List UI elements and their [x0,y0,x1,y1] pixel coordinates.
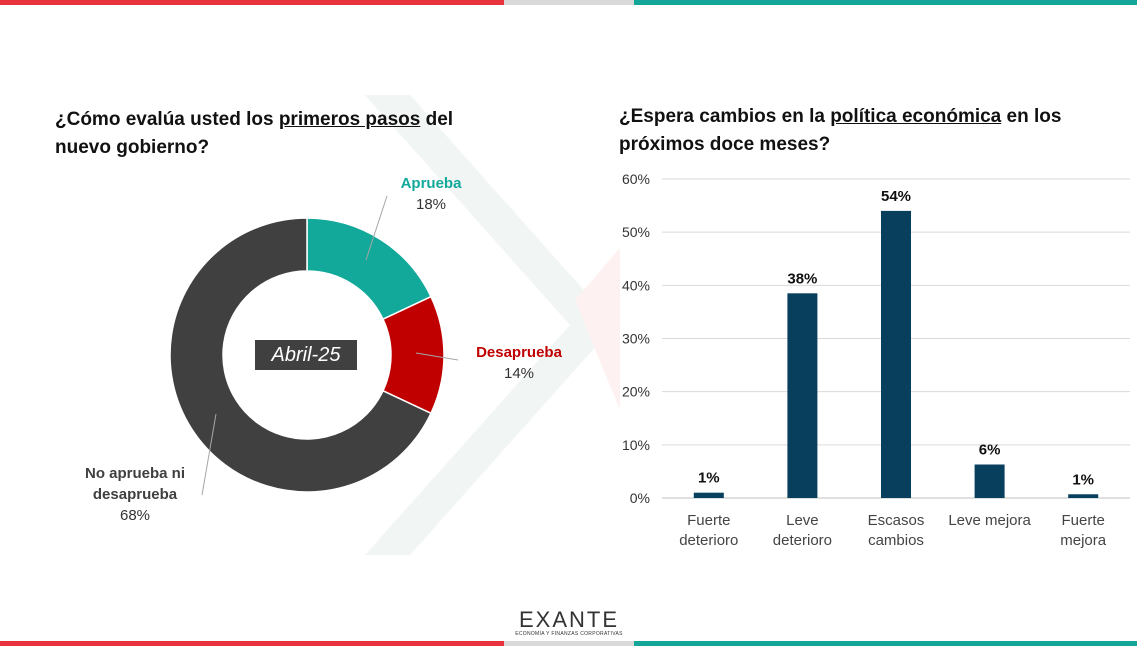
slice-label-neutral: No aprueba ni desaprueba 68% [84,465,185,524]
x-tick-label: cambios [868,532,924,549]
logo-tagline: ECONOMÍA Y FINANZAS CORPORATIVAS [515,631,623,637]
bar [1068,494,1099,498]
x-tick-label: Fuerte [687,512,730,529]
y-tick-label: 0% [630,490,650,506]
x-tick-label: mejora [1060,532,1107,549]
data-label: 6% [979,442,1001,459]
bar [693,492,724,498]
leader-line-neutral [201,413,217,496]
x-tick-label: Fuerte [1062,512,1105,529]
data-label: 38% [787,270,817,287]
bar [787,293,818,498]
data-label: 1% [698,470,720,487]
bottom-color-band [0,641,1137,646]
bar [881,210,911,498]
x-tick-label: Leve [786,512,819,529]
y-tick-label: 10% [622,437,650,453]
x-tick-label: Leve mejora [948,512,1031,529]
right-chart-title: ¿Espera cambios en la política económica… [619,106,1062,155]
y-tick-label: 20% [622,384,650,400]
y-tick-label: 30% [622,331,650,347]
leader-line-aprueba [365,195,388,261]
slice-label-aprueba: Aprueba 18% [400,175,462,213]
y-tick-label: 40% [622,277,650,293]
left-chart-title: ¿Cómo evalúa usted los primeros pasos de… [55,109,454,158]
data-label: 54% [881,188,911,205]
y-tick-label: 60% [622,171,650,187]
x-tick-label: Escasos [868,512,925,529]
y-tick-label: 50% [622,224,650,240]
exante-logo: EXANTE ECONOMÍA Y FINANZAS CORPORATIVAS [508,609,630,638]
bar [974,464,1005,498]
logo-wordmark: EXANTE [518,607,620,632]
leader-line-desaprueba [415,352,459,361]
data-label: 1% [1072,471,1094,488]
top-color-band [0,0,1137,5]
x-tick-label: deterioro [773,532,832,549]
slice-label-desaprueba: Desaprueba 14% [476,344,562,382]
donut-slice-neutral [169,217,432,493]
x-tick-label: deterioro [679,532,738,549]
date-badge: Abril-25 [255,340,357,370]
